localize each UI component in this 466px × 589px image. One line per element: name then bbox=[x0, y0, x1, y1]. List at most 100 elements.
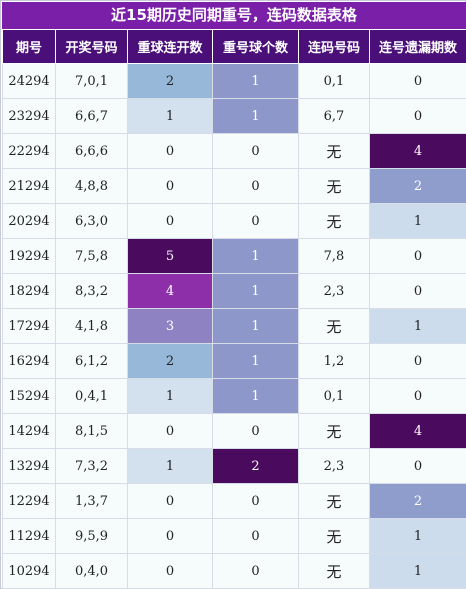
history-table: 期号 开奖号码 重球连开数 重号球个数 连码号码 连号遗漏期数 24294 7,0… bbox=[2, 29, 466, 589]
cell-repeat-streak: 0 bbox=[127, 518, 213, 554]
cell-repeat-streak: 0 bbox=[127, 203, 213, 239]
cell-miss: 0 bbox=[369, 63, 466, 99]
table-row: 15294 0,4,1 1 1 0,1 0 bbox=[2, 378, 466, 414]
cell-repeat-streak: 5 bbox=[127, 238, 213, 274]
cell-issue: 23294 bbox=[2, 98, 56, 134]
cell-numbers: 6,3,0 bbox=[55, 203, 128, 239]
cell-numbers: 7,0,1 bbox=[55, 63, 128, 99]
table-title: 近15期历史同期重号，连码数据表格 bbox=[2, 2, 466, 29]
cell-issue: 17294 bbox=[2, 308, 56, 344]
cell-numbers: 7,3,2 bbox=[55, 448, 128, 484]
cell-miss: 1 bbox=[369, 308, 466, 344]
cell-consecutive: 2,3 bbox=[298, 273, 370, 309]
cell-consecutive: 无 bbox=[298, 203, 370, 239]
cell-numbers: 8,1,5 bbox=[55, 413, 128, 449]
cell-repeat-streak: 1 bbox=[127, 98, 213, 134]
cell-repeat-count: 1 bbox=[212, 273, 299, 309]
cell-issue: 19294 bbox=[2, 238, 56, 274]
cell-repeat-streak: 0 bbox=[127, 133, 213, 169]
cell-issue: 24294 bbox=[2, 63, 56, 99]
cell-repeat-streak: 2 bbox=[127, 343, 213, 379]
table-row: 21294 4,8,8 0 0 无 2 bbox=[2, 168, 466, 204]
cell-repeat-count: 0 bbox=[212, 413, 299, 449]
cell-numbers: 6,1,2 bbox=[55, 343, 128, 379]
cell-consecutive: 无 bbox=[298, 168, 370, 204]
cell-repeat-count: 1 bbox=[212, 238, 299, 274]
cell-numbers: 4,1,8 bbox=[55, 308, 128, 344]
cell-consecutive: 0,1 bbox=[298, 63, 370, 99]
cell-consecutive: 无 bbox=[298, 308, 370, 344]
cell-repeat-streak: 1 bbox=[127, 378, 213, 414]
cell-consecutive: 7,8 bbox=[298, 238, 370, 274]
table-row: 16294 6,1,2 2 1 1,2 0 bbox=[2, 343, 466, 379]
table-row: 12294 1,3,7 0 0 无 2 bbox=[2, 483, 466, 519]
cell-consecutive: 无 bbox=[298, 518, 370, 554]
cell-miss: 4 bbox=[369, 133, 466, 169]
cell-miss: 1 bbox=[369, 203, 466, 239]
cell-issue: 22294 bbox=[2, 133, 56, 169]
cell-miss: 0 bbox=[369, 343, 466, 379]
cell-repeat-count: 1 bbox=[212, 343, 299, 379]
cell-miss: 2 bbox=[369, 168, 466, 204]
cell-consecutive: 无 bbox=[298, 553, 370, 589]
cell-consecutive: 1,2 bbox=[298, 343, 370, 379]
table-row: 19294 7,5,8 5 1 7,8 0 bbox=[2, 238, 466, 274]
cell-consecutive: 0,1 bbox=[298, 378, 370, 414]
cell-repeat-count: 2 bbox=[212, 448, 299, 484]
cell-repeat-count: 0 bbox=[212, 168, 299, 204]
table-row: 24294 7,0,1 2 1 0,1 0 bbox=[2, 63, 466, 99]
cell-repeat-streak: 2 bbox=[127, 63, 213, 99]
cell-repeat-count: 1 bbox=[212, 98, 299, 134]
cell-issue: 11294 bbox=[2, 518, 56, 554]
cell-issue: 20294 bbox=[2, 203, 56, 239]
cell-miss: 1 bbox=[369, 518, 466, 554]
cell-miss: 2 bbox=[369, 483, 466, 519]
cell-numbers: 0,4,1 bbox=[55, 378, 128, 414]
cell-miss: 0 bbox=[369, 98, 466, 134]
cell-repeat-streak: 3 bbox=[127, 308, 213, 344]
cell-repeat-streak: 0 bbox=[127, 483, 213, 519]
cell-repeat-count: 0 bbox=[212, 133, 299, 169]
cell-numbers: 7,5,8 bbox=[55, 238, 128, 274]
table-row: 23294 6,6,7 1 1 6,7 0 bbox=[2, 98, 466, 134]
cell-consecutive: 无 bbox=[298, 483, 370, 519]
cell-numbers: 6,6,7 bbox=[55, 98, 128, 134]
header-consecutive: 连码号码 bbox=[298, 29, 370, 64]
cell-repeat-streak: 1 bbox=[127, 448, 213, 484]
cell-repeat-count: 1 bbox=[212, 63, 299, 99]
cell-issue: 16294 bbox=[2, 343, 56, 379]
cell-repeat-count: 0 bbox=[212, 483, 299, 519]
header-repeat-streak: 重球连开数 bbox=[127, 29, 213, 64]
cell-miss: 4 bbox=[369, 413, 466, 449]
table-row: 18294 8,3,2 4 1 2,3 0 bbox=[2, 273, 466, 309]
header-miss: 连号遗漏期数 bbox=[369, 29, 466, 64]
cell-numbers: 0,4,0 bbox=[55, 553, 128, 589]
cell-numbers: 9,5,9 bbox=[55, 518, 128, 554]
cell-repeat-streak: 0 bbox=[127, 413, 213, 449]
cell-consecutive: 无 bbox=[298, 133, 370, 169]
table-row: 17294 4,1,8 3 1 无 1 bbox=[2, 308, 466, 344]
header-row: 期号 开奖号码 重球连开数 重号球个数 连码号码 连号遗漏期数 bbox=[2, 29, 466, 64]
cell-miss: 0 bbox=[369, 448, 466, 484]
table-row: 22294 6,6,6 0 0 无 4 bbox=[2, 133, 466, 169]
table-row: 10294 0,4,0 0 0 无 1 bbox=[2, 553, 466, 589]
cell-numbers: 6,6,6 bbox=[55, 133, 128, 169]
cell-repeat-count: 0 bbox=[212, 203, 299, 239]
cell-consecutive: 2,3 bbox=[298, 448, 370, 484]
cell-repeat-count: 0 bbox=[212, 518, 299, 554]
cell-issue: 21294 bbox=[2, 168, 56, 204]
cell-consecutive: 6,7 bbox=[298, 98, 370, 134]
table-row: 14294 8,1,5 0 0 无 4 bbox=[2, 413, 466, 449]
header-numbers: 开奖号码 bbox=[55, 29, 128, 64]
cell-issue: 13294 bbox=[2, 448, 56, 484]
header-repeat-count: 重号球个数 bbox=[212, 29, 299, 64]
cell-repeat-count: 0 bbox=[212, 553, 299, 589]
table-row: 13294 7,3,2 1 2 2,3 0 bbox=[2, 448, 466, 484]
cell-numbers: 8,3,2 bbox=[55, 273, 128, 309]
cell-consecutive: 无 bbox=[298, 413, 370, 449]
cell-repeat-streak: 0 bbox=[127, 168, 213, 204]
table-row: 20294 6,3,0 0 0 无 1 bbox=[2, 203, 466, 239]
cell-miss: 1 bbox=[369, 553, 466, 589]
cell-issue: 14294 bbox=[2, 413, 56, 449]
